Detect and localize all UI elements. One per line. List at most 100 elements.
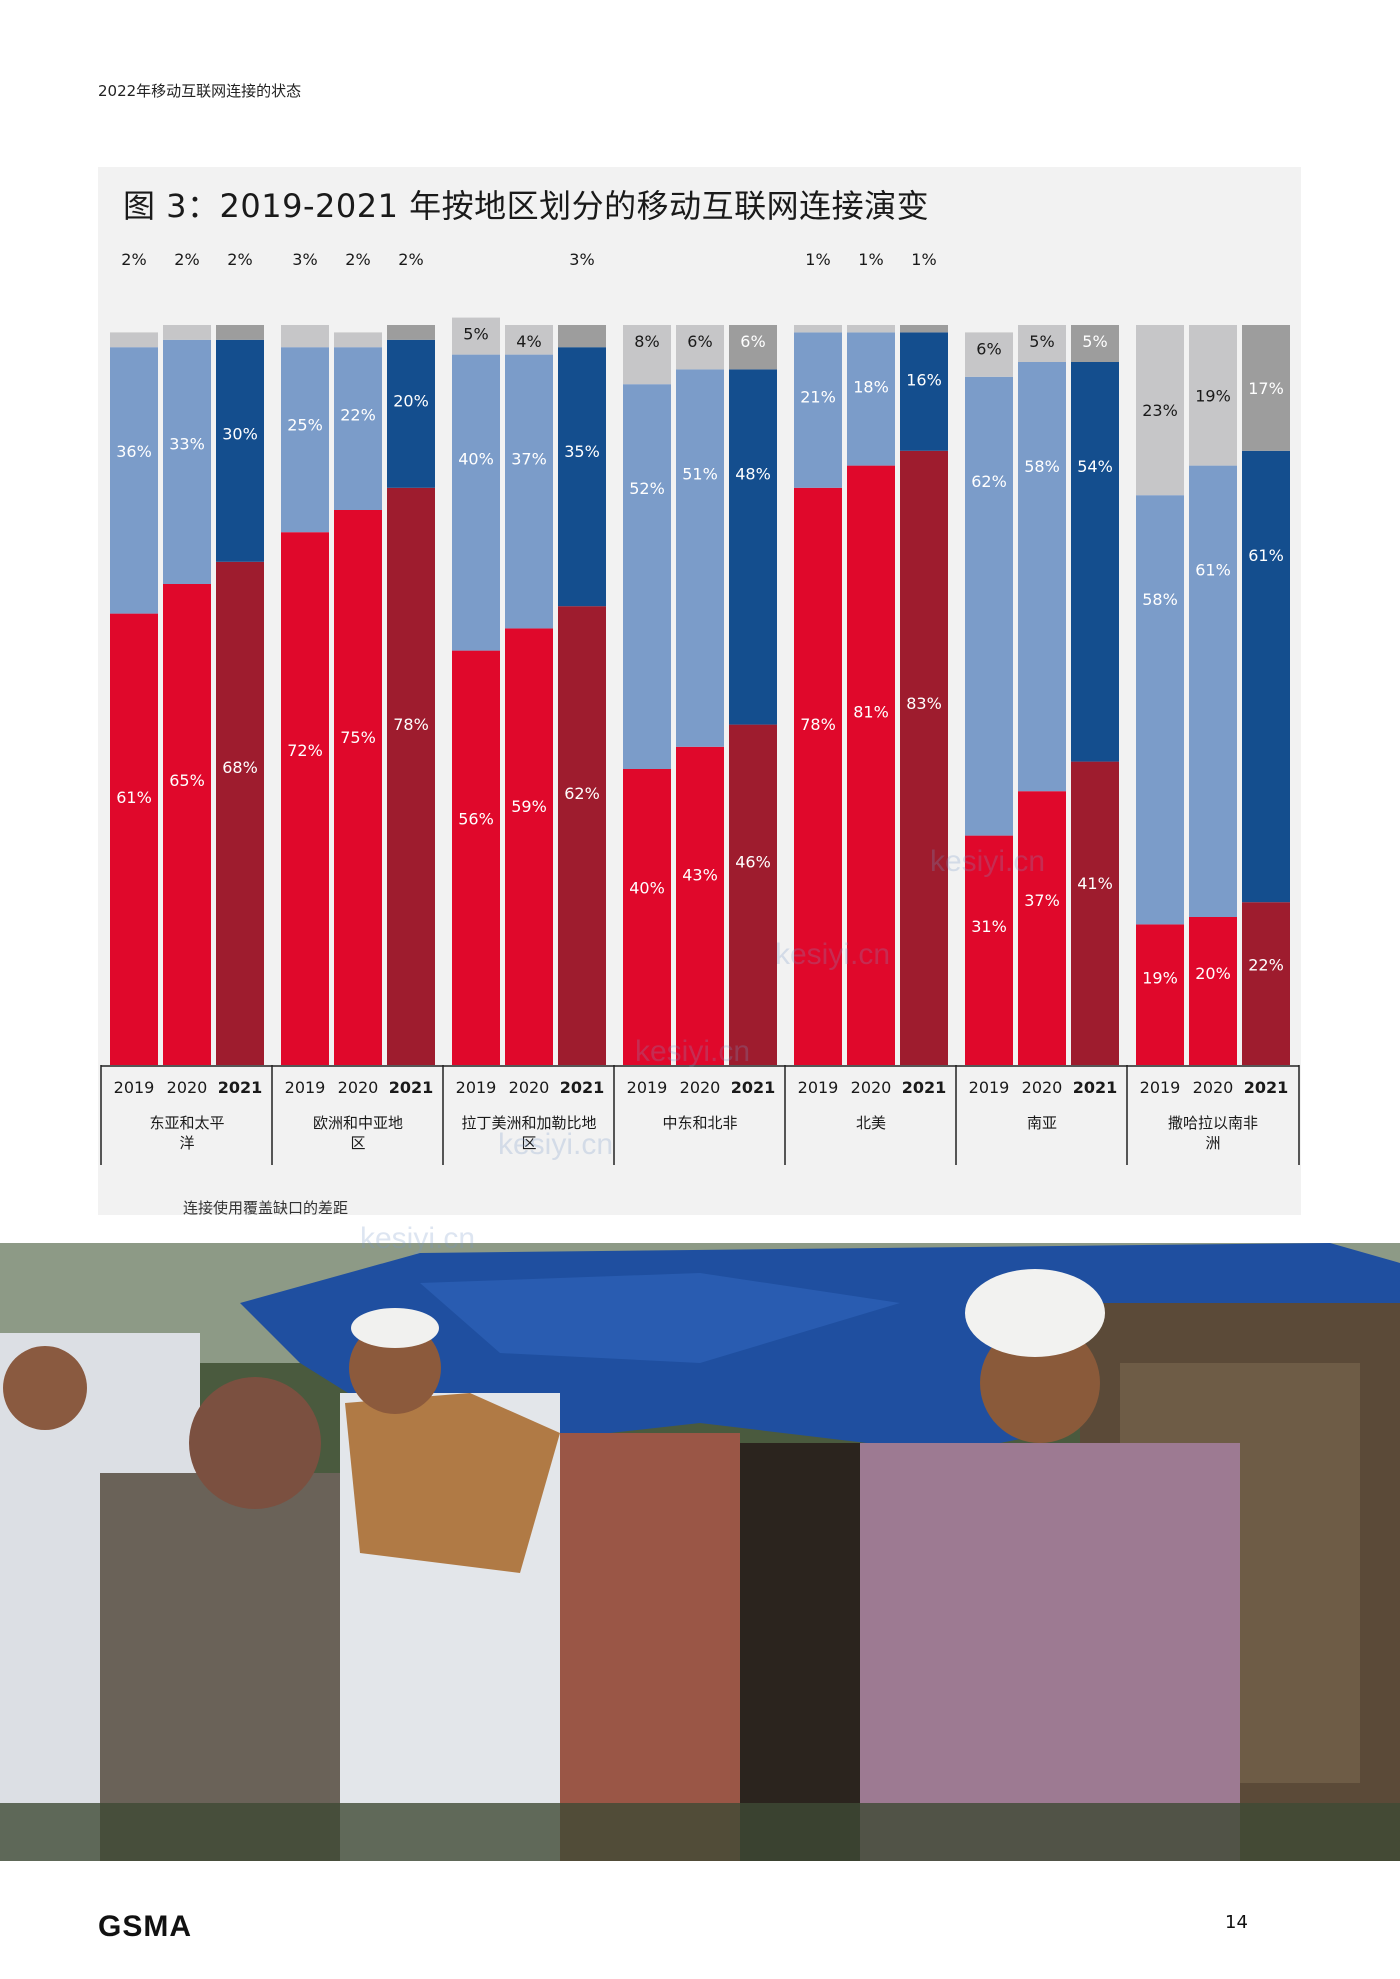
- year-label-r5-2019: 2019: [798, 1078, 839, 1097]
- year-label-r6-2019: 2019: [969, 1078, 1010, 1097]
- bar-coverage-gap-r5-2021: [900, 325, 948, 333]
- label-usage-gap-r3-2019: 40%: [458, 450, 494, 469]
- year-label-r2-2019: 2019: [285, 1078, 326, 1097]
- label-coverage-gap-r2-2021: 2%: [398, 250, 423, 269]
- label-usage-gap-r6-2020: 58%: [1024, 457, 1060, 476]
- region-label-4: 中东和北非: [662, 1114, 737, 1132]
- label-coverage-gap-r1-2021: 2%: [227, 250, 252, 269]
- label-usage-r6-2020: 37%: [1024, 891, 1060, 910]
- region-label-6: 南亚: [1027, 1114, 1057, 1132]
- label-usage-gap-r5-2021: 16%: [906, 371, 942, 390]
- year-label-r4-2019: 2019: [627, 1078, 668, 1097]
- bar-coverage-gap-r4-2019: [623, 325, 671, 385]
- label-coverage-gap-r1-2019: 2%: [121, 250, 146, 269]
- year-label-r4-2021: 2021: [731, 1078, 776, 1097]
- label-coverage-gap-r4-2019: 8%: [634, 332, 659, 351]
- label-coverage-gap-r4-2021: 6%: [740, 332, 765, 351]
- bar-coverage-gap-r6-2019: [965, 332, 1013, 377]
- photo-men-with-phone: [0, 1243, 1400, 1861]
- bar-coverage-gap-r4-2020: [676, 325, 724, 370]
- bar-usage-r2-2019: [281, 532, 329, 1065]
- label-usage-gap-r2-2021: 20%: [393, 391, 429, 410]
- bar-usage-gap-r5-2020: [847, 332, 895, 466]
- year-label-r2-2020: 2020: [338, 1078, 379, 1097]
- label-usage-r4-2021: 46%: [735, 853, 771, 872]
- bar-usage-r6-2019: [965, 835, 1013, 1065]
- bar-coverage-gap-r2-2019: [281, 325, 329, 348]
- year-label-r7-2019: 2019: [1140, 1078, 1181, 1097]
- bar-usage-gap-r3-2020: [505, 354, 553, 629]
- bar-usage-gap-r7-2019: [1136, 495, 1184, 925]
- bar-coverage-gap-r4-2021: [729, 325, 777, 370]
- label-usage-gap-r4-2021: 48%: [735, 464, 771, 483]
- bar-usage-r7-2019: [1136, 924, 1184, 1065]
- label-usage-r1-2020: 65%: [169, 771, 205, 790]
- year-label-r6-2020: 2020: [1022, 1078, 1063, 1097]
- bar-usage-gap-r6-2019: [965, 376, 1013, 836]
- bar-usage-r7-2021: [1242, 902, 1290, 1065]
- bar-usage-r1-2019: [110, 613, 158, 1065]
- label-usage-r3-2019: 56%: [458, 810, 494, 829]
- year-label-r1-2021: 2021: [218, 1078, 263, 1097]
- legend-coverage-gap-note: 连接使用覆盖缺口的差距: [183, 1199, 349, 1217]
- label-coverage-gap-r1-2020: 2%: [174, 250, 199, 269]
- label-usage-gap-r3-2020: 37%: [511, 450, 547, 469]
- page-number: 14: [1225, 1912, 1248, 1933]
- year-label-r1-2019: 2019: [114, 1078, 155, 1097]
- bar-usage-gap-r4-2021: [729, 369, 777, 725]
- label-usage-r4-2019: 40%: [629, 878, 665, 897]
- bar-usage-r5-2019: [794, 487, 842, 1065]
- region-label-2: 欧洲和中亚地区: [313, 1114, 403, 1152]
- bar-usage-gap-r4-2020: [676, 369, 724, 747]
- bar-usage-r6-2020: [1018, 791, 1066, 1065]
- year-label-r5-2020: 2020: [851, 1078, 892, 1097]
- label-usage-gap-r7-2019: 58%: [1142, 590, 1178, 609]
- bar-usage-gap-r3-2021: [558, 347, 606, 607]
- label-usage-r6-2021: 41%: [1077, 874, 1113, 893]
- year-label-r3-2021: 2021: [560, 1078, 605, 1097]
- label-coverage-gap-r5-2021: 1%: [911, 250, 936, 269]
- bar-coverage-gap-r1-2021: [216, 325, 264, 340]
- label-usage-gap-r4-2020: 51%: [682, 464, 718, 483]
- label-usage-gap-r1-2020: 33%: [169, 435, 205, 454]
- label-coverage-gap-r4-2020: 6%: [687, 332, 712, 351]
- bar-usage-r2-2020: [334, 510, 382, 1065]
- bar-coverage-gap-r7-2019: [1136, 325, 1184, 496]
- label-usage-r7-2019: 19%: [1142, 968, 1178, 987]
- bar-usage-gap-r6-2021: [1071, 362, 1119, 762]
- bar-coverage-gap-r6-2021: [1071, 325, 1119, 362]
- label-coverage-gap-r5-2020: 1%: [858, 250, 883, 269]
- label-usage-gap-r1-2021: 30%: [222, 425, 258, 444]
- label-usage-r5-2021: 83%: [906, 694, 942, 713]
- label-coverage-gap-r6-2019: 6%: [976, 339, 1001, 358]
- figure-panel: 图 3：2019-2021 年按地区划分的移动互联网连接演变 61% 36% 2% 2…: [98, 167, 1301, 1217]
- label-coverage-gap-r3-2019: 5%: [463, 325, 488, 344]
- label-usage-gap-r7-2021: 61%: [1248, 546, 1284, 565]
- bar-coverage-gap-r2-2020: [334, 332, 382, 348]
- bar-coverage-gap-r3-2021: [558, 325, 606, 348]
- label-coverage-gap-r2-2019: 3%: [292, 250, 317, 269]
- bar-usage-gap-r5-2019: [794, 332, 842, 488]
- bar-usage-r5-2020: [847, 465, 895, 1066]
- bar-coverage-gap-r5-2020: [847, 325, 895, 333]
- label-usage-r1-2021: 68%: [222, 758, 258, 777]
- label-coverage-gap-r3-2021: 3%: [569, 250, 594, 269]
- bar-usage-gap-r2-2021: [387, 339, 435, 488]
- bar-coverage-gap-r7-2021: [1242, 325, 1290, 451]
- year-label-r3-2019: 2019: [456, 1078, 497, 1097]
- bar-usage-gap-r4-2019: [623, 384, 671, 769]
- figure-title: 图 3：2019-2021 年按地区划分的移动互联网连接演变: [123, 187, 930, 225]
- bar-usage-gap-r6-2020: [1018, 362, 1066, 792]
- year-label-r5-2021: 2021: [902, 1078, 947, 1097]
- bar-usage-gap-r1-2020: [163, 339, 211, 584]
- bar-usage-r7-2020: [1189, 917, 1237, 1065]
- label-usage-r3-2021: 62%: [564, 784, 600, 803]
- bar-coverage-gap-r3-2019: [452, 317, 500, 355]
- label-usage-gap-r4-2019: 52%: [629, 479, 665, 498]
- label-usage-r2-2020: 75%: [340, 728, 376, 747]
- bar-usage-r3-2021: [558, 606, 606, 1065]
- gsma-logo: GSMA: [98, 1910, 192, 1943]
- label-usage-r1-2019: 61%: [116, 788, 152, 807]
- year-label-r7-2020: 2020: [1193, 1078, 1234, 1097]
- bar-usage-r4-2021: [729, 724, 777, 1065]
